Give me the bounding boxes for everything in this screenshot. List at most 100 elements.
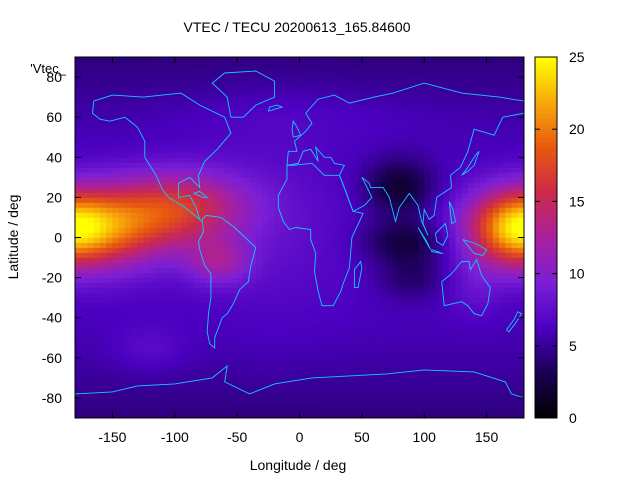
heatmap-cell — [505, 352, 512, 359]
heatmap-cell — [131, 217, 138, 223]
heatmap-cell — [324, 102, 332, 108]
heatmap-cell — [255, 272, 263, 279]
heatmap-cell — [336, 207, 344, 213]
heatmap-cell — [243, 122, 251, 128]
heatmap-cell — [461, 402, 469, 409]
heatmap-cell — [299, 87, 307, 93]
heatmap-cell — [99, 412, 107, 419]
heatmap-cell — [268, 317, 275, 324]
heatmap-cell — [293, 242, 300, 248]
heatmap-cell — [106, 132, 113, 138]
heatmap-cell — [87, 97, 95, 103]
heatmap-cell — [205, 357, 213, 364]
heatmap-cell — [343, 412, 350, 419]
heatmap-cell — [442, 312, 450, 319]
heatmap-cell — [355, 112, 363, 118]
heatmap-cell — [143, 177, 151, 183]
heatmap-cell — [230, 152, 238, 158]
heatmap-cell — [293, 177, 300, 183]
heatmap-cell — [193, 277, 201, 284]
heatmap-cell — [237, 232, 244, 238]
heatmap-cell — [405, 297, 413, 304]
heatmap-cell — [349, 242, 357, 248]
heatmap-cell — [411, 137, 419, 143]
heatmap-cell — [162, 277, 169, 284]
heatmap-cell — [399, 232, 406, 238]
heatmap-cell — [149, 292, 157, 299]
heatmap-cell — [106, 347, 113, 354]
heatmap-cell — [287, 167, 294, 173]
heatmap-cell — [330, 282, 338, 289]
heatmap-cell — [268, 72, 275, 78]
heatmap-cell — [181, 332, 188, 339]
heatmap-cell — [405, 182, 413, 188]
heatmap-cell — [318, 207, 325, 213]
heatmap-cell — [187, 237, 194, 243]
heatmap-cell — [243, 272, 251, 279]
heatmap-cell — [368, 387, 375, 394]
heatmap-cell — [436, 122, 444, 128]
heatmap-cell — [424, 252, 431, 258]
heatmap-cell — [224, 387, 232, 394]
heatmap-cell — [75, 147, 82, 153]
heatmap-cell — [424, 82, 431, 88]
heatmap-cell — [293, 157, 300, 163]
heatmap-cell — [380, 232, 388, 238]
heatmap-cell — [386, 377, 394, 384]
heatmap-cell — [492, 307, 500, 314]
heatmap-cell — [461, 57, 469, 63]
heatmap-cell — [499, 372, 506, 379]
heatmap-cell — [499, 157, 506, 163]
heatmap-cell — [181, 262, 188, 268]
heatmap-cell — [424, 142, 431, 148]
heatmap-cell — [262, 177, 269, 183]
heatmap-cell — [274, 272, 282, 279]
heatmap-cell — [461, 332, 469, 339]
heatmap-cell — [393, 262, 400, 268]
heatmap-cell — [243, 392, 251, 399]
heatmap-cell — [187, 242, 194, 248]
heatmap-cell — [181, 242, 188, 248]
heatmap-cell — [212, 412, 219, 419]
heatmap-cell — [499, 217, 506, 223]
heatmap-cell — [474, 302, 481, 309]
heatmap-cell — [374, 327, 381, 334]
heatmap-cell — [106, 92, 113, 98]
heatmap-cell — [399, 217, 406, 223]
heatmap-cell — [262, 87, 269, 93]
heatmap-cell — [480, 62, 487, 68]
heatmap-cell — [480, 322, 487, 329]
heatmap-cell — [368, 192, 375, 198]
heatmap-cell — [374, 102, 381, 108]
heatmap-cell — [411, 122, 419, 128]
heatmap-cell — [243, 242, 251, 248]
heatmap-cell — [311, 312, 319, 319]
heatmap-cell — [349, 217, 357, 223]
heatmap-cell — [262, 262, 269, 268]
heatmap-cell — [324, 162, 332, 168]
heatmap-cell — [430, 282, 438, 289]
heatmap-cell — [168, 242, 176, 248]
heatmap-cell — [287, 352, 294, 359]
heatmap-cell — [374, 167, 381, 173]
heatmap-cell — [474, 107, 481, 113]
heatmap-cell — [162, 72, 169, 78]
heatmap-cell — [243, 367, 251, 374]
heatmap-cell — [224, 117, 232, 123]
heatmap-cell — [480, 107, 487, 113]
heatmap-cell — [274, 167, 282, 173]
heatmap-cell — [330, 202, 338, 208]
heatmap-cell — [156, 397, 163, 404]
heatmap-cell — [393, 132, 400, 138]
heatmap-cell — [492, 362, 500, 369]
heatmap-cell — [280, 102, 288, 108]
heatmap-cell — [311, 107, 319, 113]
heatmap-cell — [467, 332, 475, 339]
heatmap-cell — [118, 177, 126, 183]
heatmap-cell — [499, 197, 506, 203]
heatmap-cell — [268, 212, 275, 218]
heatmap-cell — [499, 117, 506, 123]
heatmap-cell — [480, 387, 487, 394]
heatmap-cell — [436, 247, 444, 253]
heatmap-cell — [305, 207, 313, 213]
